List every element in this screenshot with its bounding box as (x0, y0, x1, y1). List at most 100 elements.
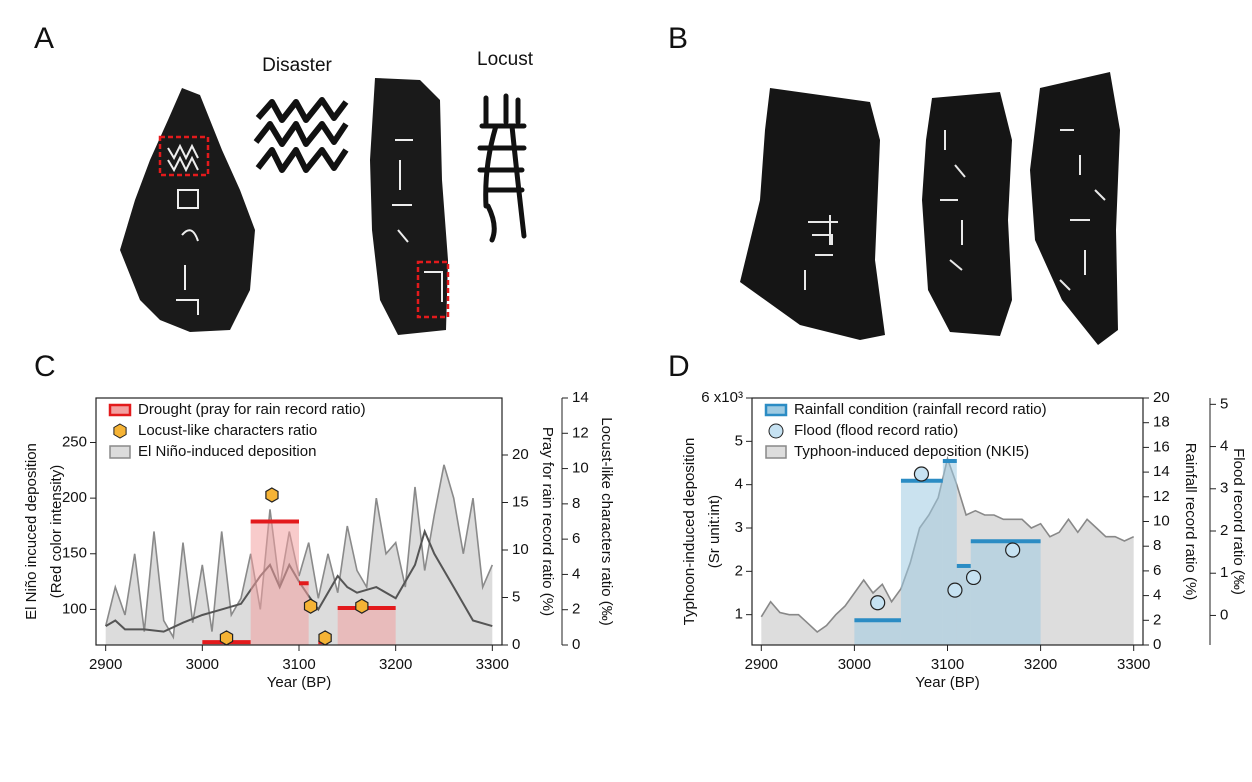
y3-tick-label: 4 (1220, 438, 1228, 455)
marker (356, 599, 368, 613)
y2-axis-label: Rainfall record ratio (%) (1182, 443, 1199, 601)
x-tick-label: 3200 (1024, 656, 1057, 673)
y2-tick-label: 14 (1153, 463, 1170, 480)
y3-tick-label: 5 (1220, 395, 1228, 412)
x-tick-label: 2900 (89, 656, 122, 673)
y2-tick-label: 0 (1153, 636, 1161, 653)
image-caption: Disaster (262, 55, 332, 76)
legend-swatch (766, 446, 786, 458)
y2-tick-label: 0 (512, 636, 520, 653)
y2-tick-label: 4 (1153, 587, 1161, 604)
y-tick-label: 4 (735, 476, 743, 493)
locust-glyph (480, 96, 524, 240)
y-tick-label: 100 (62, 600, 87, 617)
x-tick-label: 3100 (282, 656, 315, 673)
y2-tick-label: 15 (512, 493, 529, 510)
y2-tick-label: 6 (1153, 562, 1161, 579)
y-axis-label: Typhoon-induced deposition (681, 438, 698, 626)
bone-fragment (922, 92, 1012, 336)
legend-swatch (114, 424, 126, 438)
y2-tick-label: 18 (1153, 414, 1170, 431)
bone-fragment (740, 88, 885, 340)
panel-label: C (34, 350, 56, 383)
x-tick-label: 3000 (838, 656, 871, 673)
marker (266, 488, 278, 502)
y2-tick-label: 20 (1153, 389, 1170, 406)
marker (1006, 543, 1020, 557)
legend-label: Drought (pray for rain record ratio) (138, 401, 366, 418)
y3-tick-label: 0 (572, 636, 580, 653)
bar (251, 522, 299, 646)
legend-label: Rainfall condition (rainfall record rati… (794, 401, 1047, 418)
y-tick-label: 6 x10³ (701, 389, 743, 406)
y-tick-label: 2 (735, 562, 743, 579)
y-axis-label: (Red color intensity) (48, 465, 65, 598)
y-tick-label: 200 (62, 489, 87, 506)
bone-fragment (1030, 72, 1120, 345)
y3-tick-label: 2 (572, 601, 580, 618)
y2-tick-label: 2 (1153, 611, 1161, 628)
marker (305, 599, 317, 613)
panel-label: A (34, 22, 54, 55)
y-tick-label: 150 (62, 545, 87, 562)
y3-tick-label: 8 (572, 495, 580, 512)
x-tick-label: 3200 (379, 656, 412, 673)
panel-label: D (668, 350, 690, 383)
marker (948, 583, 962, 597)
legend-swatch (769, 424, 783, 438)
image-caption: Locust (477, 49, 534, 70)
y-axis-label: El Niño incuced deposition (23, 443, 40, 620)
y2-tick-label: 12 (1153, 488, 1170, 505)
y3-tick-label: 3 (1220, 480, 1228, 497)
marker (967, 570, 981, 584)
bar (299, 583, 309, 645)
figure: A B C D Disaster Locust 2900300031003200… (0, 0, 1252, 782)
y3-tick-label: 14 (572, 389, 589, 406)
x-tick-label: 2900 (745, 656, 778, 673)
legend-label: Locust-like characters ratio (138, 422, 317, 439)
x-tick-label: 3100 (931, 656, 964, 673)
bar (338, 608, 396, 645)
y-tick-label: 3 (735, 519, 743, 536)
y3-tick-label: 4 (572, 565, 580, 582)
y2-tick-label: 8 (1153, 537, 1161, 554)
marker (914, 467, 928, 481)
chart: 29003000310032003300Year (BP)123456 x10³… (681, 389, 1247, 691)
y3-tick-label: 10 (572, 460, 589, 477)
legend-label: Flood (flood record ratio) (794, 422, 958, 439)
legend-swatch (110, 405, 130, 415)
marker (220, 631, 232, 645)
y-tick-label: 1 (735, 606, 743, 623)
oracle-bone-images (120, 72, 1120, 345)
legend-label: Typhoon-induced deposition (NKI5) (794, 443, 1029, 460)
y2-tick-label: 16 (1153, 438, 1170, 455)
y3-tick-label: 1 (1220, 564, 1228, 581)
y2-tick-label: 20 (512, 446, 529, 463)
legend-swatch (110, 446, 130, 458)
x-axis-label: Year (BP) (915, 674, 979, 691)
y-tick-label: 5 (735, 432, 743, 449)
x-tick-label: 3000 (186, 656, 219, 673)
x-axis-label: Year (BP) (267, 674, 331, 691)
disaster-glyph (256, 100, 346, 170)
y2-tick-label: 10 (512, 541, 529, 558)
y2-axis-label: Pray for rain record ratio (%) (539, 427, 556, 616)
y3-axis-label: Flood record ratio (‰) (1230, 448, 1247, 595)
y3-tick-label: 6 (572, 530, 580, 547)
x-tick-label: 3300 (476, 656, 509, 673)
bone-fragment (370, 78, 448, 335)
y3-tick-label: 0 (1220, 606, 1228, 623)
y-tick-label: 250 (62, 433, 87, 450)
x-tick-label: 3300 (1117, 656, 1150, 673)
bar (854, 620, 901, 645)
y3-tick-label: 12 (572, 424, 589, 441)
bar (943, 461, 957, 645)
legend-swatch (766, 405, 786, 415)
y2-tick-label: 10 (1153, 512, 1170, 529)
panel-label: B (668, 22, 688, 55)
y3-axis-label: Locust-like characters ratio (‰) (598, 417, 615, 625)
y3-tick-label: 2 (1220, 522, 1228, 539)
marker (319, 631, 331, 645)
bone-fragment (120, 88, 255, 332)
